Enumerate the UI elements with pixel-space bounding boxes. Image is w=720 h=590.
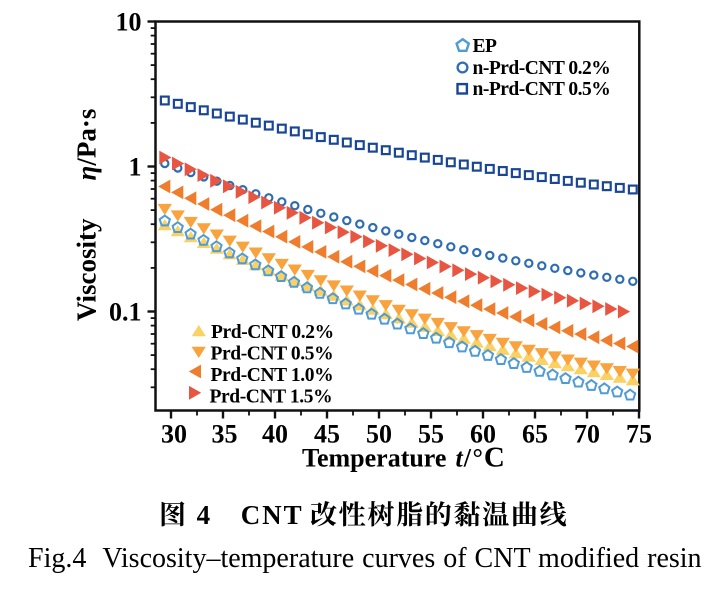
svg-text:n-Prd-CNT 0.5%: n-Prd-CNT 0.5% [473, 79, 611, 100]
svg-text:Fig.4 Viscosity–temperature c: Fig.4 Viscosity–temperature curves of CN… [28, 543, 702, 574]
svg-text:4: 4 [197, 500, 211, 530]
svg-text:60: 60 [470, 420, 496, 449]
svg-text:Prd-CNT 0.2%: Prd-CNT 0.2% [211, 322, 334, 343]
svg-text:35: 35 [212, 420, 238, 449]
svg-text:50: 50 [366, 420, 392, 449]
svg-text:EP: EP [473, 36, 498, 57]
svg-text:40: 40 [262, 420, 288, 449]
svg-text:30: 30 [161, 420, 187, 449]
svg-text:10: 10 [116, 8, 142, 37]
svg-text:70: 70 [574, 420, 600, 449]
svg-text:t/°C: t/°C [456, 442, 505, 474]
svg-text:CNT: CNT [241, 500, 304, 530]
svg-text:55: 55 [418, 420, 444, 449]
svg-text:Prd-CNT 1.0%: Prd-CNT 1.0% [211, 365, 334, 386]
svg-text:Prd-CNT 0.5%: Prd-CNT 0.5% [211, 344, 334, 365]
svg-text:0.1: 0.1 [109, 298, 142, 327]
svg-text:1: 1 [129, 153, 142, 182]
svg-text:45: 45 [314, 420, 340, 449]
svg-text:75: 75 [626, 420, 652, 449]
svg-text:65: 65 [522, 420, 548, 449]
svg-text:n-Prd-CNT 0.2%: n-Prd-CNT 0.2% [473, 58, 611, 79]
svg-text:Prd-CNT 1.5%: Prd-CNT 1.5% [210, 387, 333, 408]
svg-text:Temperature: Temperature [302, 444, 446, 473]
